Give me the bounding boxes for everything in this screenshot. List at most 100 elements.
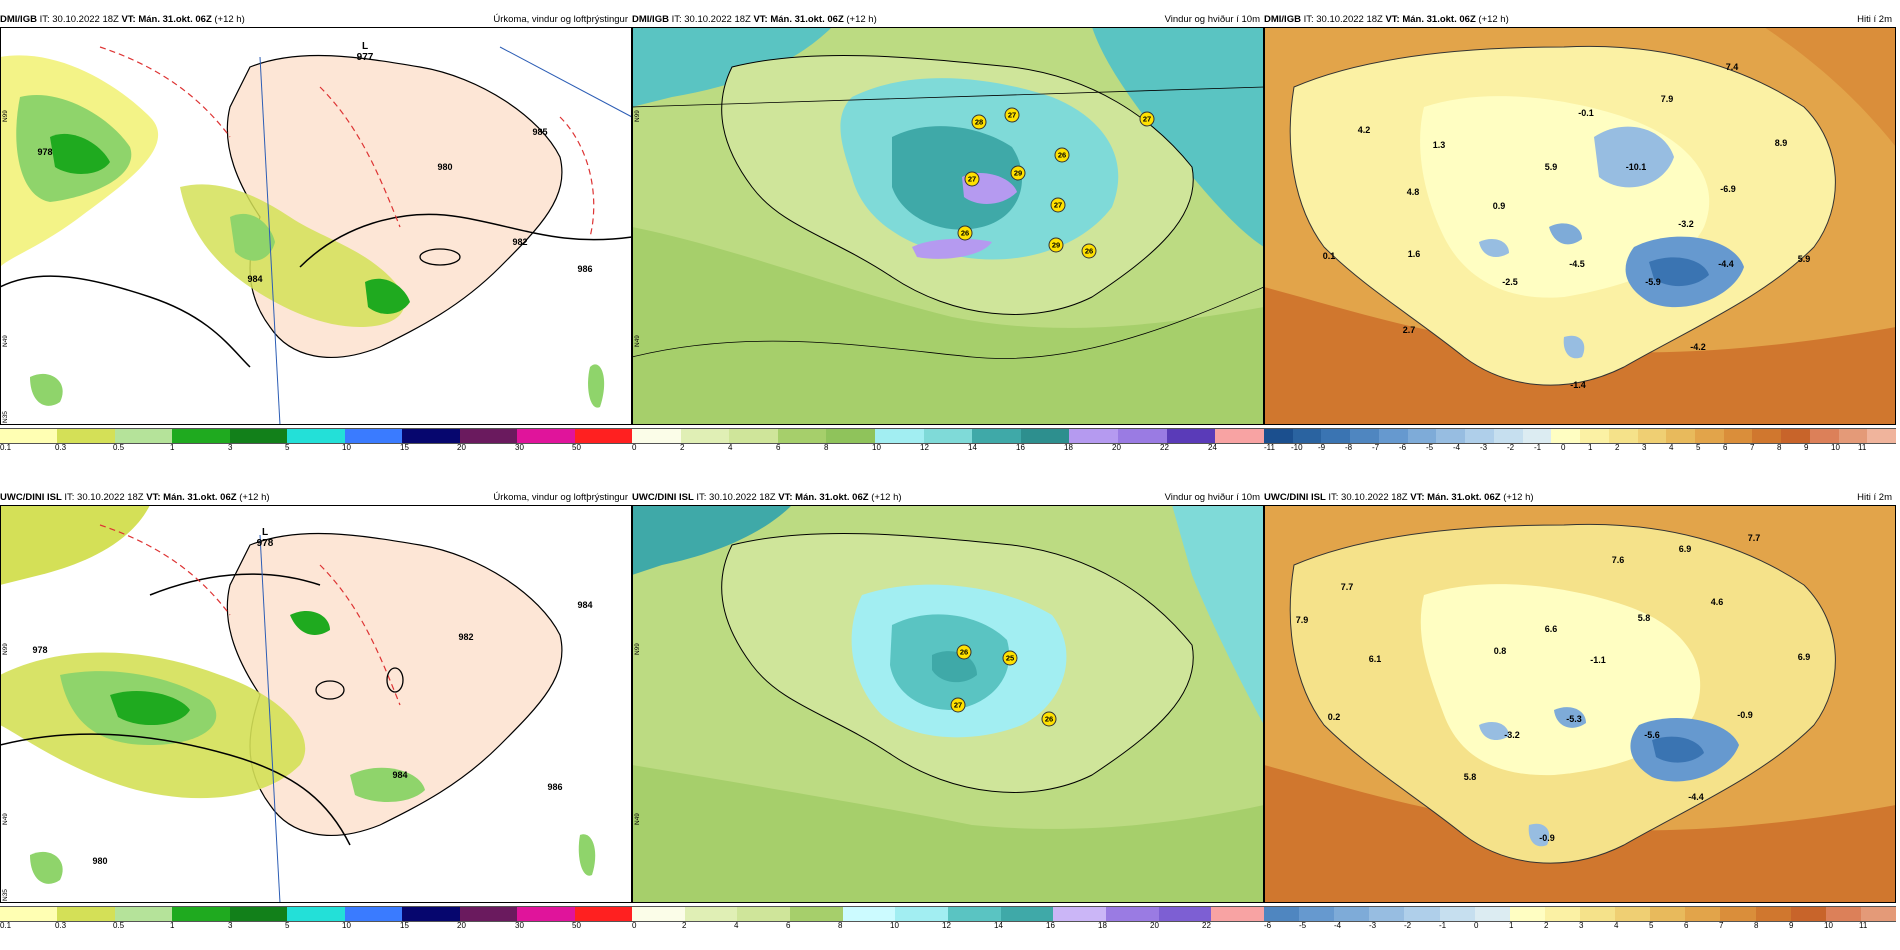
temp-label: 5.8	[1637, 613, 1651, 623]
temp-label: 4.8	[1406, 187, 1420, 197]
temp-label: 0.8	[1493, 646, 1507, 656]
temp-label: 5.8	[1463, 772, 1477, 782]
tick-label: -11	[1264, 443, 1275, 452]
colorbar-swatch	[1000, 907, 1054, 921]
tick-label: 11	[1859, 921, 1868, 930]
tick-label: -1	[1439, 921, 1447, 930]
tick-label: 0	[1561, 443, 1566, 452]
lat-label: N99	[2, 110, 9, 122]
temp-label: 1.6	[1407, 249, 1421, 259]
panel-header: UWC/DINI ISL IT: 30.10.2022 18Z VT: Mán.…	[632, 490, 1264, 505]
lead-time: (+12 h)	[846, 14, 877, 25]
wind-map-graphic	[632, 27, 1264, 425]
colorbar-swatch	[1106, 907, 1159, 921]
colorbar-swatch	[1867, 429, 1897, 443]
colorbar-swatch	[1608, 429, 1638, 443]
colorbar-swatch	[229, 429, 288, 443]
gust-label: 27	[1050, 197, 1066, 213]
colorbar-swatch	[1790, 907, 1826, 921]
precip-map[interactable]: L 977 978 986 985 982 980 984 N99 N49 N3…	[0, 27, 632, 425]
tick-label: 6	[786, 921, 791, 930]
tick-label: 3	[1642, 443, 1647, 452]
isobar-label: 980	[437, 162, 453, 172]
gust-label: 26	[1041, 711, 1057, 727]
temp-label: -6.9	[1720, 184, 1736, 194]
precip-map[interactable]: L 978 978 982 984 984 986 980 N99 N49 N3…	[0, 505, 632, 903]
temp-label: -0.9	[1539, 833, 1555, 843]
tick-label: 4	[728, 443, 733, 452]
colorbar-swatch	[923, 429, 973, 443]
init-time: IT: 30.10.2022 18Z	[696, 492, 776, 503]
colorbar-swatch	[737, 907, 791, 921]
tick-label: 6	[1723, 443, 1728, 452]
precip-map-graphic	[0, 27, 632, 425]
isobar-label: 984	[392, 770, 408, 780]
temp-label: -4.4	[1718, 259, 1734, 269]
tick-label: 12	[942, 921, 951, 930]
temp-label: 7.7	[1340, 582, 1354, 592]
temp-map[interactable]: 7.6 6.9 7.7 7.7 7.9 4.6 5.8 6.6 0.8 6.1 …	[1264, 505, 1896, 903]
tick-label: 0	[1474, 921, 1479, 930]
temp-label: 2.7	[1402, 325, 1416, 335]
colorbar-swatch	[1579, 907, 1616, 921]
colorbar-swatch	[895, 907, 949, 921]
colorbar-swatch	[1666, 429, 1696, 443]
gust-label: 26	[1054, 147, 1070, 163]
temp-map[interactable]: 7.4 4.2 1.3 -0.1 7.9 8.9 5.9 -10.1 4.8 0…	[1264, 27, 1896, 425]
temp-label: -5.3	[1566, 714, 1582, 724]
colorbar-swatch	[344, 907, 403, 921]
temp-label: 1.3	[1432, 140, 1446, 150]
temp-label: -0.1	[1578, 108, 1594, 118]
gust-label: 26	[957, 225, 973, 241]
tick-label: 7	[1750, 443, 1755, 452]
tick-label: 7	[1719, 921, 1724, 930]
tick-label: 10	[890, 921, 899, 930]
colorbar-swatch	[1166, 429, 1216, 443]
tick-label: 16	[1046, 921, 1055, 930]
isobar-label: 978	[32, 645, 48, 655]
colorbar-swatch	[1378, 429, 1408, 443]
temp-map-graphic	[1264, 505, 1896, 903]
colorbar-swatch	[1723, 429, 1753, 443]
model-name: DMI/IGB	[632, 14, 669, 25]
colorbar-swatch	[57, 907, 115, 921]
colorbar-swatch	[729, 429, 778, 443]
tick-label: 0.5	[113, 443, 125, 452]
colorbar-swatch	[875, 429, 924, 443]
colorbar-swatch	[948, 907, 1001, 921]
colorbar-swatch	[1069, 429, 1119, 443]
tick-label: 16	[1016, 443, 1025, 452]
isobar-label: 986	[577, 264, 593, 274]
colorbar-swatch	[1465, 429, 1494, 443]
tick-label: 4	[1614, 921, 1619, 930]
lead-time: (+12 h)	[239, 492, 270, 503]
tick-label: 0	[632, 443, 637, 452]
tick-label: 12	[920, 443, 929, 452]
tick-label: -2	[1507, 443, 1515, 452]
wind-map[interactable]: 27 28 27 29 26 27 27 26 29 26 N99 N49	[632, 27, 1264, 425]
temp-label: -4.4	[1688, 792, 1704, 802]
tick-label: -8	[1345, 443, 1353, 452]
precip-colorbar-ticks: 0.1 0.3 0.5 1 3 5 10 15 20 30 50	[0, 443, 632, 455]
lat-label: N99	[634, 643, 641, 655]
panel-title: Úrkoma, vindur og loftþrýstingur	[493, 492, 628, 503]
colorbar-swatch	[1809, 429, 1839, 443]
tick-label: 8	[1754, 921, 1759, 930]
tick-label: 0.1	[0, 921, 12, 930]
isobar-label: 982	[458, 632, 474, 642]
colorbar-swatch	[1474, 907, 1510, 921]
temp-label: 7.6	[1611, 555, 1625, 565]
wind-map[interactable]: 26 25 27 26 N99 N49	[632, 505, 1264, 903]
colorbar-swatch	[57, 429, 115, 443]
panel-header: UWC/DINI ISL IT: 30.10.2022 18Z VT: Mán.…	[1264, 490, 1896, 505]
tick-label: 3	[228, 921, 233, 930]
gust-label: 27	[964, 171, 980, 187]
tick-label: 6	[776, 443, 781, 452]
temp-label: 7.9	[1660, 94, 1674, 104]
colorbar-swatch	[1264, 429, 1293, 443]
colorbar-swatch	[172, 907, 230, 921]
panel-temp-dmi: DMI/IGB IT: 30.10.2022 18Z VT: Mán. 31.o…	[1264, 12, 1897, 472]
colorbar-swatch	[287, 907, 345, 921]
temp-label: -10.1	[1625, 162, 1647, 172]
tick-label: 1	[170, 443, 175, 452]
